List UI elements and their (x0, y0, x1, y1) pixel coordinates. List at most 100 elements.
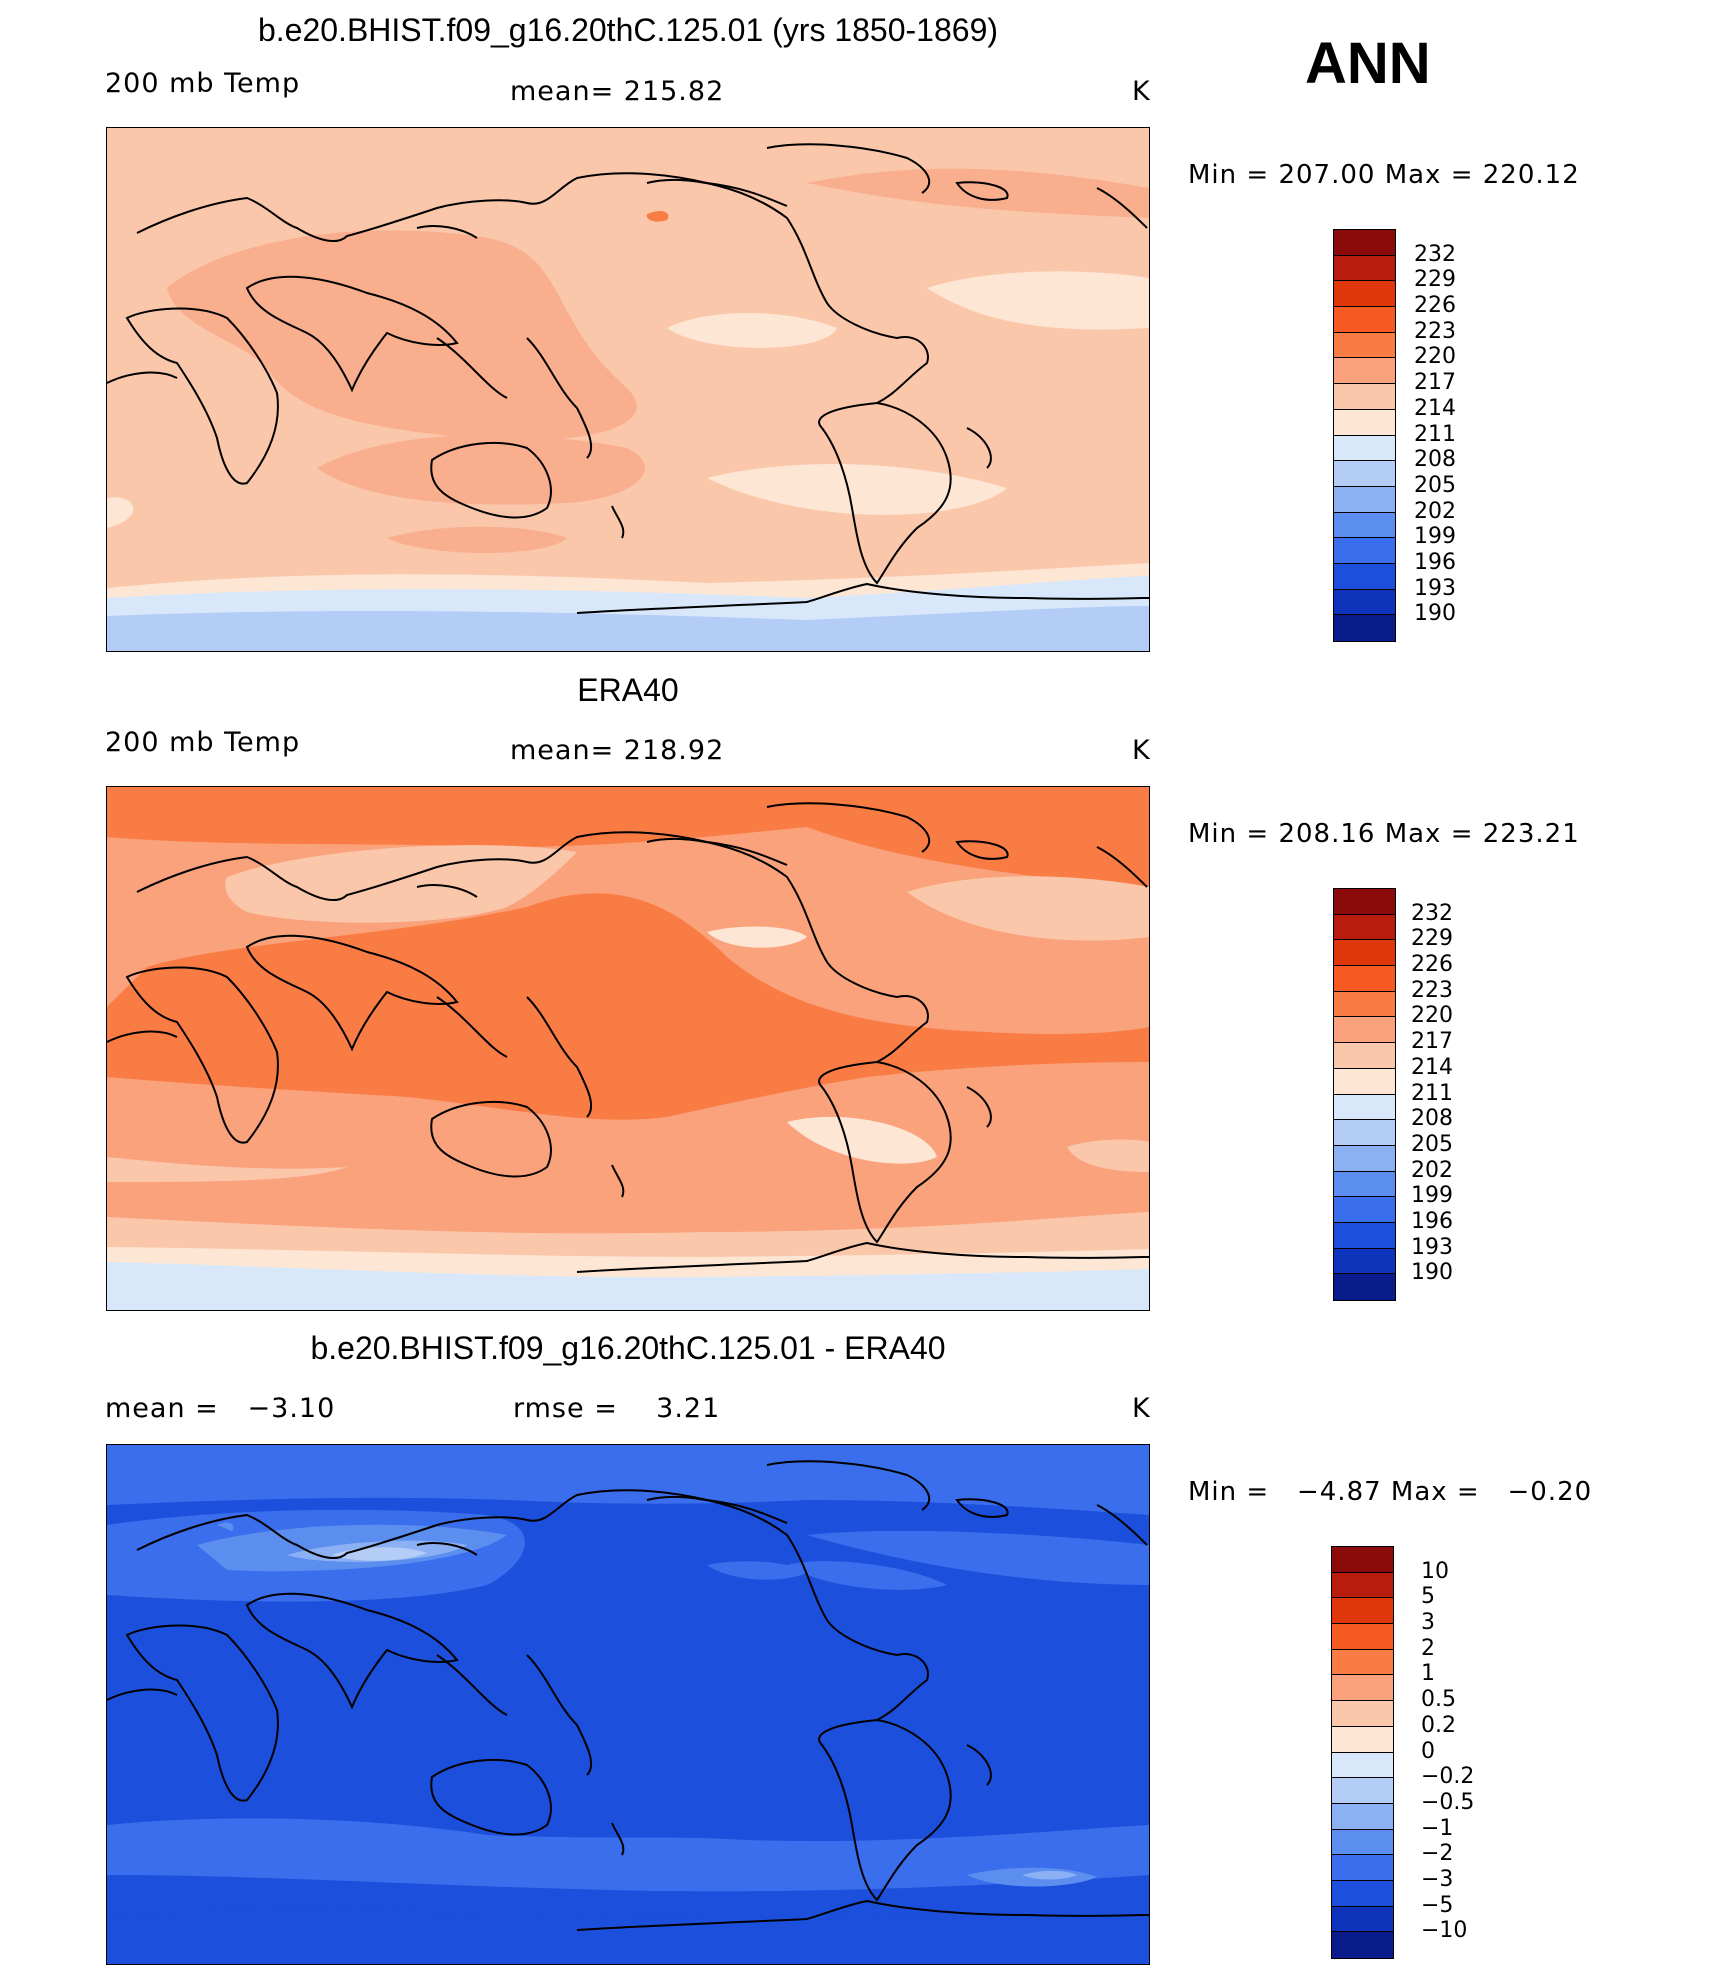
colorbar-level-label: 232 (1414, 241, 1456, 267)
panel3-map (106, 1444, 1150, 1965)
colorbar-level-label: 220 (1414, 344, 1456, 370)
colorbar-swatch (1332, 1829, 1393, 1856)
colorbar-level-label: 226 (1414, 293, 1456, 319)
colorbar-level-label: 223 (1414, 318, 1456, 344)
colorbar-swatch (1334, 1171, 1395, 1198)
colorbar-level-label: −3 (1421, 1866, 1454, 1892)
colorbar-swatch (1334, 1017, 1395, 1044)
colorbar-swatch (1334, 914, 1395, 941)
colorbar-level-label: −0.5 (1421, 1789, 1475, 1815)
colorbar-swatch (1332, 1572, 1393, 1599)
colorbar-level-label: 208 (1411, 1106, 1453, 1132)
colorbar-swatch (1334, 486, 1395, 513)
colorbar-swatch (1334, 1043, 1395, 1069)
colorbar-swatch (1334, 966, 1395, 992)
colorbar-swatch (1332, 1624, 1393, 1650)
colorbar-level-label: 202 (1411, 1157, 1453, 1183)
colorbar-level-label: −10 (1421, 1918, 1468, 1944)
colorbar-swatch (1332, 1675, 1393, 1702)
panel2-colorbar-swatches (1334, 889, 1395, 1300)
colorbar-swatch (1334, 384, 1395, 410)
panel1-minmax: Min = 207.00 Max = 220.12 (1188, 160, 1580, 190)
colorbar-swatch (1334, 615, 1395, 641)
colorbar-swatch (1334, 889, 1395, 915)
colorbar-swatch (1332, 1701, 1393, 1727)
panel2-colorbar (1333, 888, 1396, 1301)
colorbar-swatch (1332, 1803, 1393, 1830)
colorbar-level-label: 232 (1411, 900, 1453, 926)
colorbar-level-label: 226 (1411, 952, 1453, 978)
colorbar-swatch (1334, 230, 1395, 256)
colorbar-level-label: 193 (1411, 1234, 1453, 1260)
colorbar-level-label: 205 (1411, 1131, 1453, 1157)
colorbar-level-label: −5 (1421, 1892, 1454, 1918)
colorbar-level-label: 217 (1411, 1029, 1453, 1055)
colorbar-swatch (1334, 1248, 1395, 1275)
panel2-map (106, 786, 1150, 1311)
colorbar-swatch (1334, 1120, 1395, 1146)
colorbar-level-label: 229 (1411, 926, 1453, 952)
colorbar-level-label: 217 (1414, 370, 1456, 396)
panel2-title: ERA40 (577, 672, 679, 708)
colorbar-swatch (1332, 1906, 1393, 1933)
colorbar-level-label: 208 (1414, 447, 1456, 473)
colorbar-swatch (1334, 1068, 1395, 1095)
colorbar-level-label: 1 (1421, 1661, 1435, 1687)
panel1-center-label: mean= 215.82 (510, 76, 725, 107)
colorbar-swatch (1334, 358, 1395, 385)
colorbar-swatch (1332, 1649, 1393, 1676)
colorbar-level-label: 214 (1411, 1054, 1453, 1080)
colorbar-swatch (1332, 1598, 1393, 1625)
colorbar-swatch (1334, 1145, 1395, 1172)
panel1-temperature-field (107, 128, 1149, 651)
colorbar-level-label: 199 (1414, 524, 1456, 550)
colorbar-level-label: 0.2 (1421, 1712, 1456, 1738)
panel2-left-label: 200 mb Temp (105, 727, 301, 758)
panel3-minmax: Min = −4.87 Max = −0.20 (1188, 1477, 1593, 1507)
colorbar-level-label: 214 (1414, 395, 1456, 421)
panel2-minmax: Min = 208.16 Max = 223.21 (1188, 819, 1580, 849)
season-label: ANN (1305, 31, 1431, 96)
colorbar-swatch (1334, 461, 1395, 487)
panel1-colorbar (1333, 229, 1396, 642)
panel1-title: b.e20.BHIST.f09_g16.20thC.125.01 (yrs 18… (257, 12, 999, 48)
colorbar-level-label: 3 (1421, 1610, 1435, 1636)
panel2-units: K (1132, 735, 1151, 766)
colorbar-swatch (1332, 1752, 1393, 1779)
panel3-center-label: rmse = 3.21 (513, 1393, 721, 1424)
colorbar-swatch (1334, 940, 1395, 967)
panel3-title: b.e20.BHIST.f09_g16.20thC.125.01 - ERA40 (310, 1330, 946, 1366)
colorbar-swatch (1334, 1274, 1395, 1300)
colorbar-level-label: 196 (1414, 549, 1456, 575)
panel1-map (106, 127, 1150, 652)
colorbar-level-label: 190 (1411, 1260, 1453, 1286)
colorbar-swatch (1334, 281, 1395, 308)
colorbar-swatch (1332, 1855, 1393, 1881)
colorbar-swatch (1334, 1222, 1395, 1249)
colorbar-swatch (1334, 255, 1395, 282)
colorbar-level-label: 196 (1411, 1208, 1453, 1234)
colorbar-level-label: 229 (1414, 267, 1456, 293)
colorbar-swatch (1334, 1094, 1395, 1121)
panel3-difference-field (107, 1445, 1149, 1964)
colorbar-swatch (1334, 563, 1395, 590)
colorbar-swatch (1334, 307, 1395, 333)
colorbar-level-label: 211 (1414, 421, 1456, 447)
colorbar-level-label: −2 (1421, 1841, 1454, 1867)
colorbar-level-label: 0 (1421, 1738, 1435, 1764)
colorbar-level-label: 0.5 (1421, 1687, 1456, 1713)
colorbar-level-label: −0.2 (1421, 1764, 1475, 1790)
colorbar-swatch (1334, 991, 1395, 1018)
panel3-colorbar-swatches (1332, 1547, 1393, 1958)
colorbar-swatch (1334, 435, 1395, 462)
panel3-colorbar (1331, 1546, 1394, 1959)
colorbar-level-label: 223 (1411, 977, 1453, 1003)
colorbar-level-label: 2 (1421, 1635, 1435, 1661)
colorbar-swatch (1334, 332, 1395, 359)
colorbar-swatch (1332, 1880, 1393, 1907)
colorbar-level-label: 220 (1411, 1003, 1453, 1029)
colorbar-level-label: 211 (1411, 1080, 1453, 1106)
colorbar-swatch (1334, 409, 1395, 436)
panel1-units: K (1132, 76, 1151, 107)
colorbar-swatch (1332, 1547, 1393, 1573)
